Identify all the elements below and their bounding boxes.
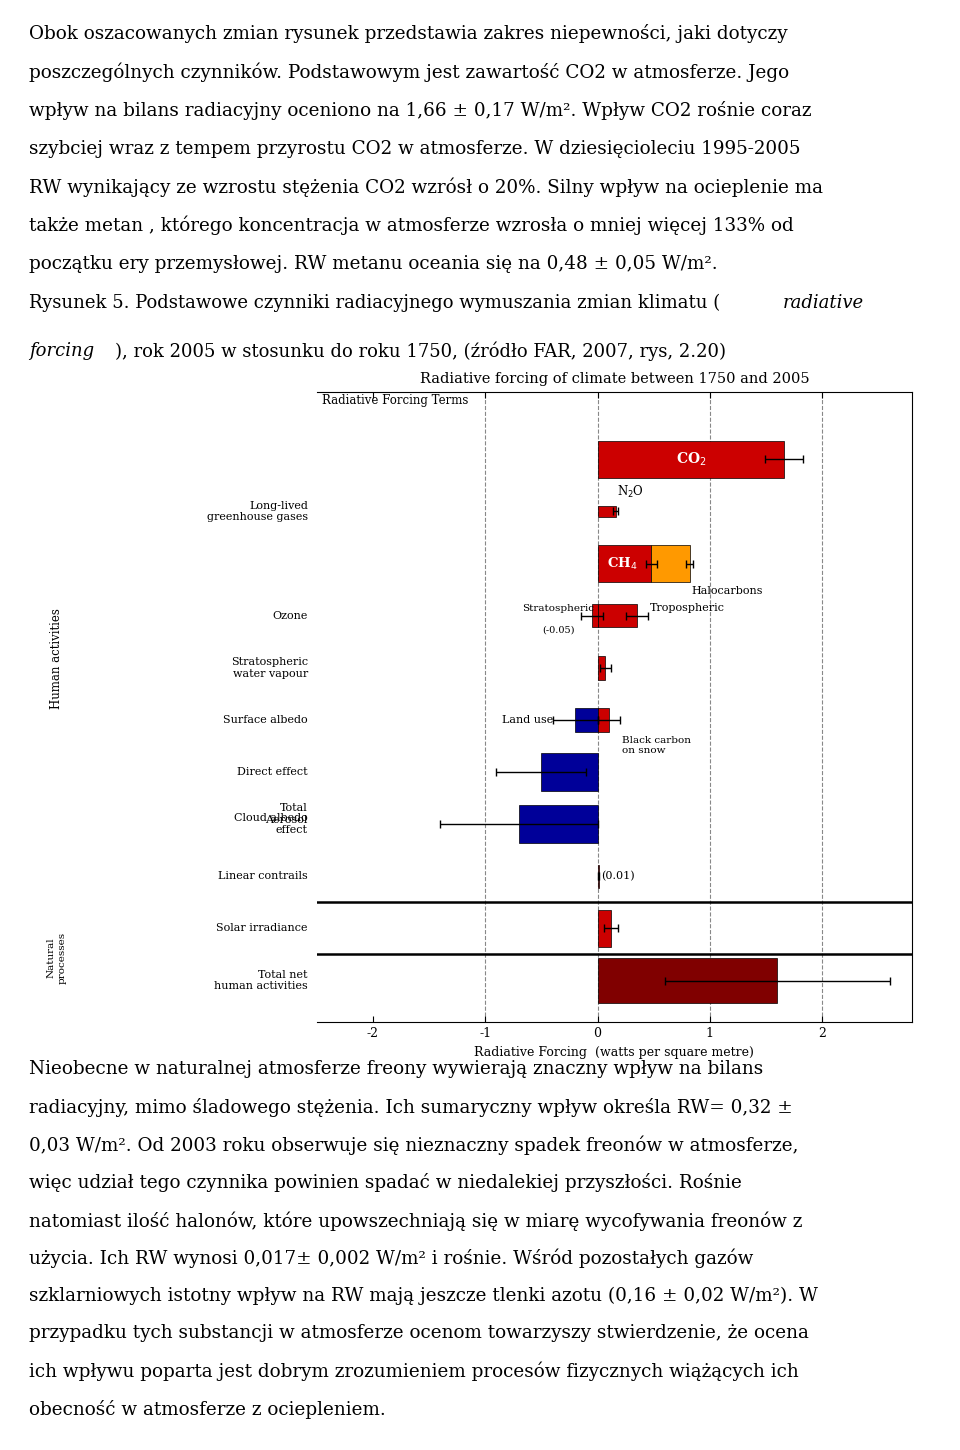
Text: Linear contrails: Linear contrails	[218, 871, 308, 882]
Text: Obok oszacowanych zmian rysunek przedstawia zakres niepewności, jaki dotyczy: Obok oszacowanych zmian rysunek przedsta…	[29, 25, 787, 44]
Text: więc udział tego czynnika powinien spadać w niedalekiej przyszłości. Rośnie: więc udział tego czynnika powinien spada…	[29, 1173, 742, 1192]
Text: Halocarbons: Halocarbons	[692, 586, 763, 596]
Bar	[575, 708, 597, 732]
Text: Direct effect: Direct effect	[237, 767, 308, 777]
Bar	[597, 545, 652, 583]
Bar	[597, 506, 615, 518]
Text: wpływ na bilans radiacyjny oceniono na 1,66 ± 0,17 W/m². Wpływ CO2 rośnie coraz: wpływ na bilans radiacyjny oceniono na 1…	[29, 102, 811, 120]
Text: Total net
human activities: Total net human activities	[214, 970, 308, 992]
Text: Rysunek 5. Podstawowe czynniki radiacyjnego wymuszania zmian klimatu (: Rysunek 5. Podstawowe czynniki radiacyjn…	[29, 294, 720, 312]
Text: CO$_2$: CO$_2$	[676, 451, 706, 468]
Text: natomiast ilość halonów, które upowszechniają się w miarę wycofywania freonów z: natomiast ilość halonów, które upowszech…	[29, 1211, 803, 1231]
Bar	[597, 655, 606, 680]
Bar	[541, 753, 597, 790]
Title: Radiative forcing of climate between 1750 and 2005: Radiative forcing of climate between 175…	[420, 373, 809, 386]
Text: Human activities: Human activities	[50, 608, 63, 709]
Text: Cloud albedo
effect: Cloud albedo effect	[234, 813, 308, 835]
Text: Tropospheric: Tropospheric	[650, 603, 726, 613]
Text: Black carbon
on snow: Black carbon on snow	[622, 735, 691, 755]
Text: Long-lived
greenhouse gases: Long-lived greenhouse gases	[206, 500, 308, 522]
Text: (0.01): (0.01)	[601, 871, 635, 882]
Text: radiative: radiative	[782, 294, 863, 312]
Text: szybciej wraz z tempem przyrostu CO2 w atmosferze. W dziesięcioleciu 1995-2005: szybciej wraz z tempem przyrostu CO2 w a…	[29, 139, 801, 158]
Text: Solar irradiance: Solar irradiance	[216, 924, 308, 934]
Text: RW wynikający ze wzrostu stężenia CO2 wzrósł o 20%. Silny wpływ na ocieplenie ma: RW wynikający ze wzrostu stężenia CO2 wz…	[29, 177, 823, 197]
Text: Natural
processes: Natural processes	[47, 932, 66, 983]
Bar	[597, 958, 778, 1003]
Bar	[597, 864, 599, 887]
Text: początku ery przemysłowej. RW metanu oceania się na 0,48 ± 0,05 W/m².: początku ery przemysłowej. RW metanu oce…	[29, 255, 717, 273]
Bar	[597, 441, 784, 479]
Text: N$_2$O: N$_2$O	[616, 484, 643, 500]
Text: Total
Aerosol: Total Aerosol	[266, 803, 308, 825]
Bar	[652, 545, 689, 583]
Text: przypadku tych substancji w atmosferze ocenom towarzyszy stwierdzenie, że ocena: przypadku tych substancji w atmosferze o…	[29, 1324, 808, 1343]
Text: Ozone: Ozone	[273, 610, 308, 621]
Bar	[592, 603, 597, 628]
Text: poszczególnych czynników. Podstawowym jest zawartość CO2 w atmosferze. Jego: poszczególnych czynników. Podstawowym je…	[29, 62, 789, 81]
Text: szklarniowych istotny wpływ na RW mają jeszcze tlenki azotu (0,16 ± 0,02 W/m²). : szklarniowych istotny wpływ na RW mają j…	[29, 1286, 818, 1305]
Text: Land use: Land use	[502, 715, 554, 725]
Text: obecność w atmosferze z ociepleniem.: obecność w atmosferze z ociepleniem.	[29, 1399, 386, 1418]
Text: CH$_4$: CH$_4$	[607, 555, 637, 571]
Text: Stratospheric: Stratospheric	[522, 605, 594, 613]
Text: Surface albedo: Surface albedo	[223, 715, 308, 725]
Text: Stratospheric
water vapour: Stratospheric water vapour	[230, 657, 308, 679]
Text: ich wpływu poparta jest dobrym zrozumieniem procesów fizycznych wiążących ich: ich wpływu poparta jest dobrym zrozumien…	[29, 1362, 799, 1382]
Text: ), rok 2005 w stosunku do roku 1750, (źródło FAR, 2007, rys, 2.20): ), rok 2005 w stosunku do roku 1750, (źr…	[115, 342, 727, 361]
Text: Radiative Forcing Terms: Radiative Forcing Terms	[323, 394, 468, 407]
Bar	[597, 909, 611, 947]
Text: 0,03 W/m². Od 2003 roku obserwuje się nieznaczny spadek freonów w atmosferze,: 0,03 W/m². Od 2003 roku obserwuje się ni…	[29, 1135, 799, 1156]
Text: także metan , którego koncentracja w atmosferze wzrosła o mniej więcej 133% od: także metan , którego koncentracja w atm…	[29, 216, 794, 235]
Bar	[597, 708, 609, 732]
X-axis label: Radiative Forcing  (watts per square metre): Radiative Forcing (watts per square metr…	[474, 1045, 755, 1058]
Text: radiacyjny, mimo śladowego stężenia. Ich sumaryczny wpływ określa RW= 0,32 ±: radiacyjny, mimo śladowego stężenia. Ich…	[29, 1098, 793, 1116]
Bar	[519, 805, 597, 842]
Text: (-0.05): (-0.05)	[542, 625, 574, 634]
Text: forcing: forcing	[29, 342, 94, 360]
Bar	[597, 603, 636, 628]
Text: użycia. Ich RW wynosi 0,017± 0,002 W/m² i rośnie. Wśród pozostałych gazów: użycia. Ich RW wynosi 0,017± 0,002 W/m² …	[29, 1248, 754, 1269]
Text: Nieobecne w naturalnej atmosferze freony wywierają znaczny wpływ na bilans: Nieobecne w naturalnej atmosferze freony…	[29, 1060, 763, 1079]
